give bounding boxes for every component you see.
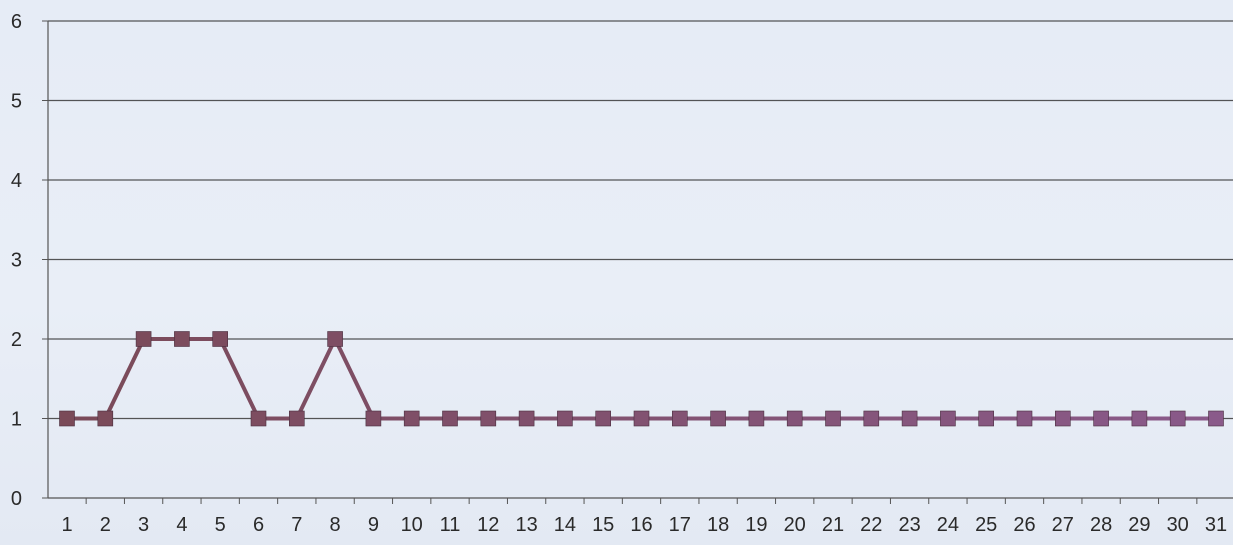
x-tick-label-29: 29	[1128, 514, 1150, 536]
data-point-6	[250, 410, 267, 427]
y-tick-label-4: 4	[11, 170, 22, 192]
data-point-11	[442, 410, 458, 427]
x-tick-labels: 1 2 3 4 5 6 7 8 9 10 11 12 13 14 15 16 17 18 19 20 21 22 23 24 2…	[61, 514, 1227, 536]
x-tick-label-10: 10	[401, 514, 423, 536]
y-tick-label-5: 5	[11, 91, 22, 113]
x-tick-label-4: 4	[176, 514, 187, 536]
x-tick-label-18: 18	[707, 514, 729, 536]
y-tick-label-1: 1	[11, 409, 22, 431]
data-point-26	[1016, 410, 1033, 427]
data-point-14	[557, 410, 573, 427]
x-tick-label-2: 2	[100, 514, 111, 536]
data-point-12	[480, 410, 497, 427]
x-tick-label-1: 1	[61, 514, 72, 536]
data-point-21	[825, 410, 841, 427]
data-point-7	[288, 410, 305, 427]
data-point-31	[1208, 410, 1224, 427]
series-line	[67, 337, 1216, 421]
x-tick-label-7: 7	[291, 514, 302, 536]
y-tick-label-0: 0	[11, 488, 22, 510]
x-tick-label-16: 16	[630, 514, 652, 536]
x-tick-label-28: 28	[1090, 514, 1112, 536]
x-tick-label-31: 31	[1205, 514, 1227, 536]
data-point-8	[327, 331, 343, 347]
data-point-16	[633, 410, 650, 427]
x-tick-label-8: 8	[330, 514, 341, 536]
data-point-19	[748, 410, 765, 427]
data-point-30	[1169, 410, 1186, 427]
x-tick-label-26: 26	[1013, 514, 1035, 536]
x-tick-label-21: 21	[822, 514, 844, 536]
x-tick-label-17: 17	[669, 514, 691, 536]
data-point-9	[365, 410, 382, 427]
data-point-29	[1131, 410, 1148, 427]
data-point-24	[940, 410, 956, 427]
data-point-28	[1093, 410, 1109, 427]
data-point-20	[786, 410, 803, 427]
x-tick-label-3: 3	[138, 514, 149, 536]
data-point-4	[174, 331, 190, 347]
x-tick-label-20: 20	[784, 514, 806, 536]
data-point-17	[671, 410, 688, 427]
data-point-5	[212, 331, 228, 347]
data-point-2	[97, 410, 114, 427]
series	[59, 331, 1224, 427]
data-point-23	[901, 410, 918, 427]
y-tick-label-3: 3	[11, 250, 22, 272]
x-tick-label-27: 27	[1052, 514, 1074, 536]
y-tick-label-6: 6	[11, 11, 22, 33]
x-tick-label-6: 6	[253, 514, 264, 536]
x-tick-label-30: 30	[1167, 514, 1189, 536]
data-point-10	[403, 410, 420, 427]
data-point-1	[59, 410, 75, 427]
x-tick-label-5: 5	[215, 514, 226, 536]
data-point-3	[135, 331, 152, 347]
data-point-22	[863, 410, 880, 427]
y-tick-labels: 0 1 2 3 4 5 6	[11, 11, 22, 510]
x-tick-label-11: 11	[440, 514, 461, 536]
x-tick-label-9: 9	[368, 514, 379, 536]
x-tick-label-22: 22	[860, 514, 882, 536]
data-point-27	[1055, 410, 1071, 427]
y-tick-label-2: 2	[11, 329, 22, 351]
data-point-15	[595, 410, 612, 427]
axes	[42, 20, 1233, 504]
x-tick-label-15: 15	[592, 514, 614, 536]
data-point-18	[710, 410, 726, 427]
x-tick-label-19: 19	[745, 514, 767, 536]
data-point-25	[978, 410, 995, 427]
x-tick-label-14: 14	[554, 514, 576, 536]
data-point-13	[518, 410, 535, 427]
gridlines	[48, 20, 1233, 420]
x-tick-label-12: 12	[477, 514, 499, 536]
x-tick-label-24: 24	[937, 514, 959, 536]
x-tick-label-13: 13	[515, 514, 537, 536]
x-tick-label-23: 23	[898, 514, 920, 536]
x-tick-label-25: 25	[975, 514, 997, 536]
